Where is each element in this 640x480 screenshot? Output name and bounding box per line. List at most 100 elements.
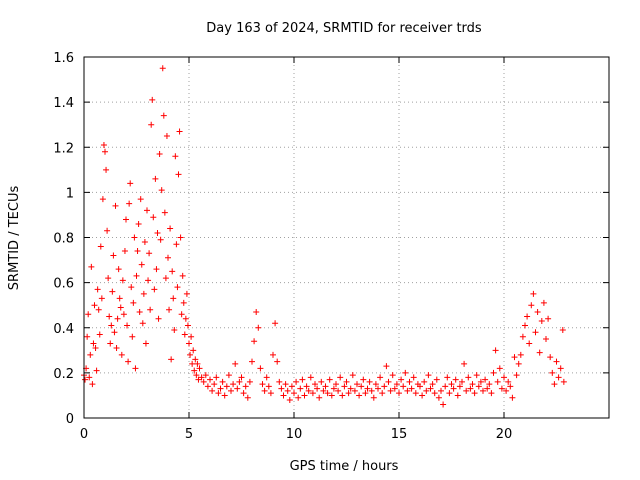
- data-point: [194, 360, 201, 367]
- data-point: [195, 376, 202, 383]
- data-point: [396, 390, 402, 397]
- data-point: [326, 376, 333, 383]
- data-point: [560, 378, 567, 385]
- data-point: [517, 351, 524, 358]
- data-point: [328, 392, 335, 399]
- data-point: [149, 96, 156, 103]
- data-point: [515, 360, 522, 367]
- data-point: [148, 121, 155, 128]
- data-point: [362, 390, 369, 397]
- data-point: [278, 385, 285, 392]
- data-point: [192, 356, 199, 363]
- x-tick-label: 0: [80, 427, 88, 442]
- data-point: [435, 394, 442, 401]
- data-point: [97, 243, 104, 250]
- data-point: [215, 390, 222, 397]
- data-point: [96, 331, 103, 338]
- data-point: [284, 387, 291, 394]
- data-point: [135, 220, 142, 227]
- data-point: [429, 381, 436, 388]
- data-point: [200, 378, 207, 385]
- data-point: [368, 387, 375, 394]
- data-point: [94, 286, 101, 293]
- data-point: [402, 369, 409, 376]
- data-point: [161, 209, 168, 216]
- data-point: [193, 372, 200, 379]
- data-point: [347, 385, 354, 392]
- data-point: [454, 392, 461, 399]
- data-point: [139, 320, 146, 327]
- data-point: [204, 383, 211, 390]
- data-point: [494, 378, 501, 385]
- data-point: [232, 360, 239, 367]
- data-point: [137, 196, 144, 203]
- data-point: [391, 385, 398, 392]
- data-point: [191, 367, 198, 374]
- data-point: [114, 315, 121, 322]
- data-point: [404, 387, 411, 394]
- data-point: [522, 322, 528, 329]
- data-point: [130, 299, 137, 306]
- data-point: [469, 381, 476, 388]
- data-point: [547, 354, 554, 361]
- data-point: [295, 394, 302, 401]
- data-point: [89, 381, 96, 388]
- data-point: [536, 349, 543, 356]
- data-point: [389, 372, 396, 379]
- data-point: [116, 295, 123, 302]
- data-point: [110, 252, 117, 259]
- data-point: [112, 202, 119, 209]
- data-point: [173, 241, 180, 248]
- data-point: [119, 277, 126, 284]
- data-point: [375, 385, 381, 392]
- data-point: [159, 65, 166, 72]
- data-point: [230, 381, 237, 388]
- data-point: [142, 340, 149, 347]
- data-point: [88, 263, 95, 270]
- data-point: [299, 376, 306, 383]
- data-point: [158, 187, 165, 194]
- data-point: [473, 372, 480, 379]
- data-point: [180, 299, 187, 306]
- data-point: [400, 383, 407, 390]
- data-point: [545, 315, 552, 322]
- data-point: [87, 351, 94, 358]
- data-point: [282, 381, 289, 388]
- data-point: [507, 383, 514, 390]
- data-point: [86, 374, 93, 381]
- data-point: [303, 383, 310, 390]
- data-point: [492, 347, 499, 354]
- data-point: [383, 363, 390, 370]
- data-point: [551, 381, 558, 388]
- data-point: [249, 358, 255, 365]
- data-point: [162, 275, 169, 282]
- data-point: [165, 254, 171, 261]
- data-point: [113, 345, 120, 352]
- data-point: [187, 351, 194, 358]
- data-point: [175, 171, 182, 178]
- data-point: [168, 356, 175, 363]
- data-point: [425, 372, 432, 379]
- data-point: [120, 311, 127, 318]
- x-tick-label: 15: [391, 427, 408, 442]
- data-point: [484, 385, 491, 392]
- data-point: [309, 390, 316, 397]
- data-point: [417, 383, 423, 390]
- data-point: [183, 290, 190, 297]
- y-tick-label: 1.2: [53, 141, 74, 156]
- data-point: [228, 387, 234, 394]
- data-point: [419, 392, 426, 399]
- data-point: [505, 378, 512, 385]
- data-point: [307, 374, 314, 381]
- data-point: [221, 392, 228, 399]
- data-point: [450, 385, 457, 392]
- data-point: [179, 272, 186, 279]
- data-point: [351, 387, 358, 394]
- y-axis-label: SRMTID / TECUs: [7, 186, 22, 291]
- data-point: [534, 308, 541, 315]
- data-point: [393, 381, 400, 388]
- data-point: [106, 313, 113, 320]
- data-point: [320, 387, 327, 394]
- data-point: [431, 390, 438, 397]
- data-point: [118, 351, 125, 358]
